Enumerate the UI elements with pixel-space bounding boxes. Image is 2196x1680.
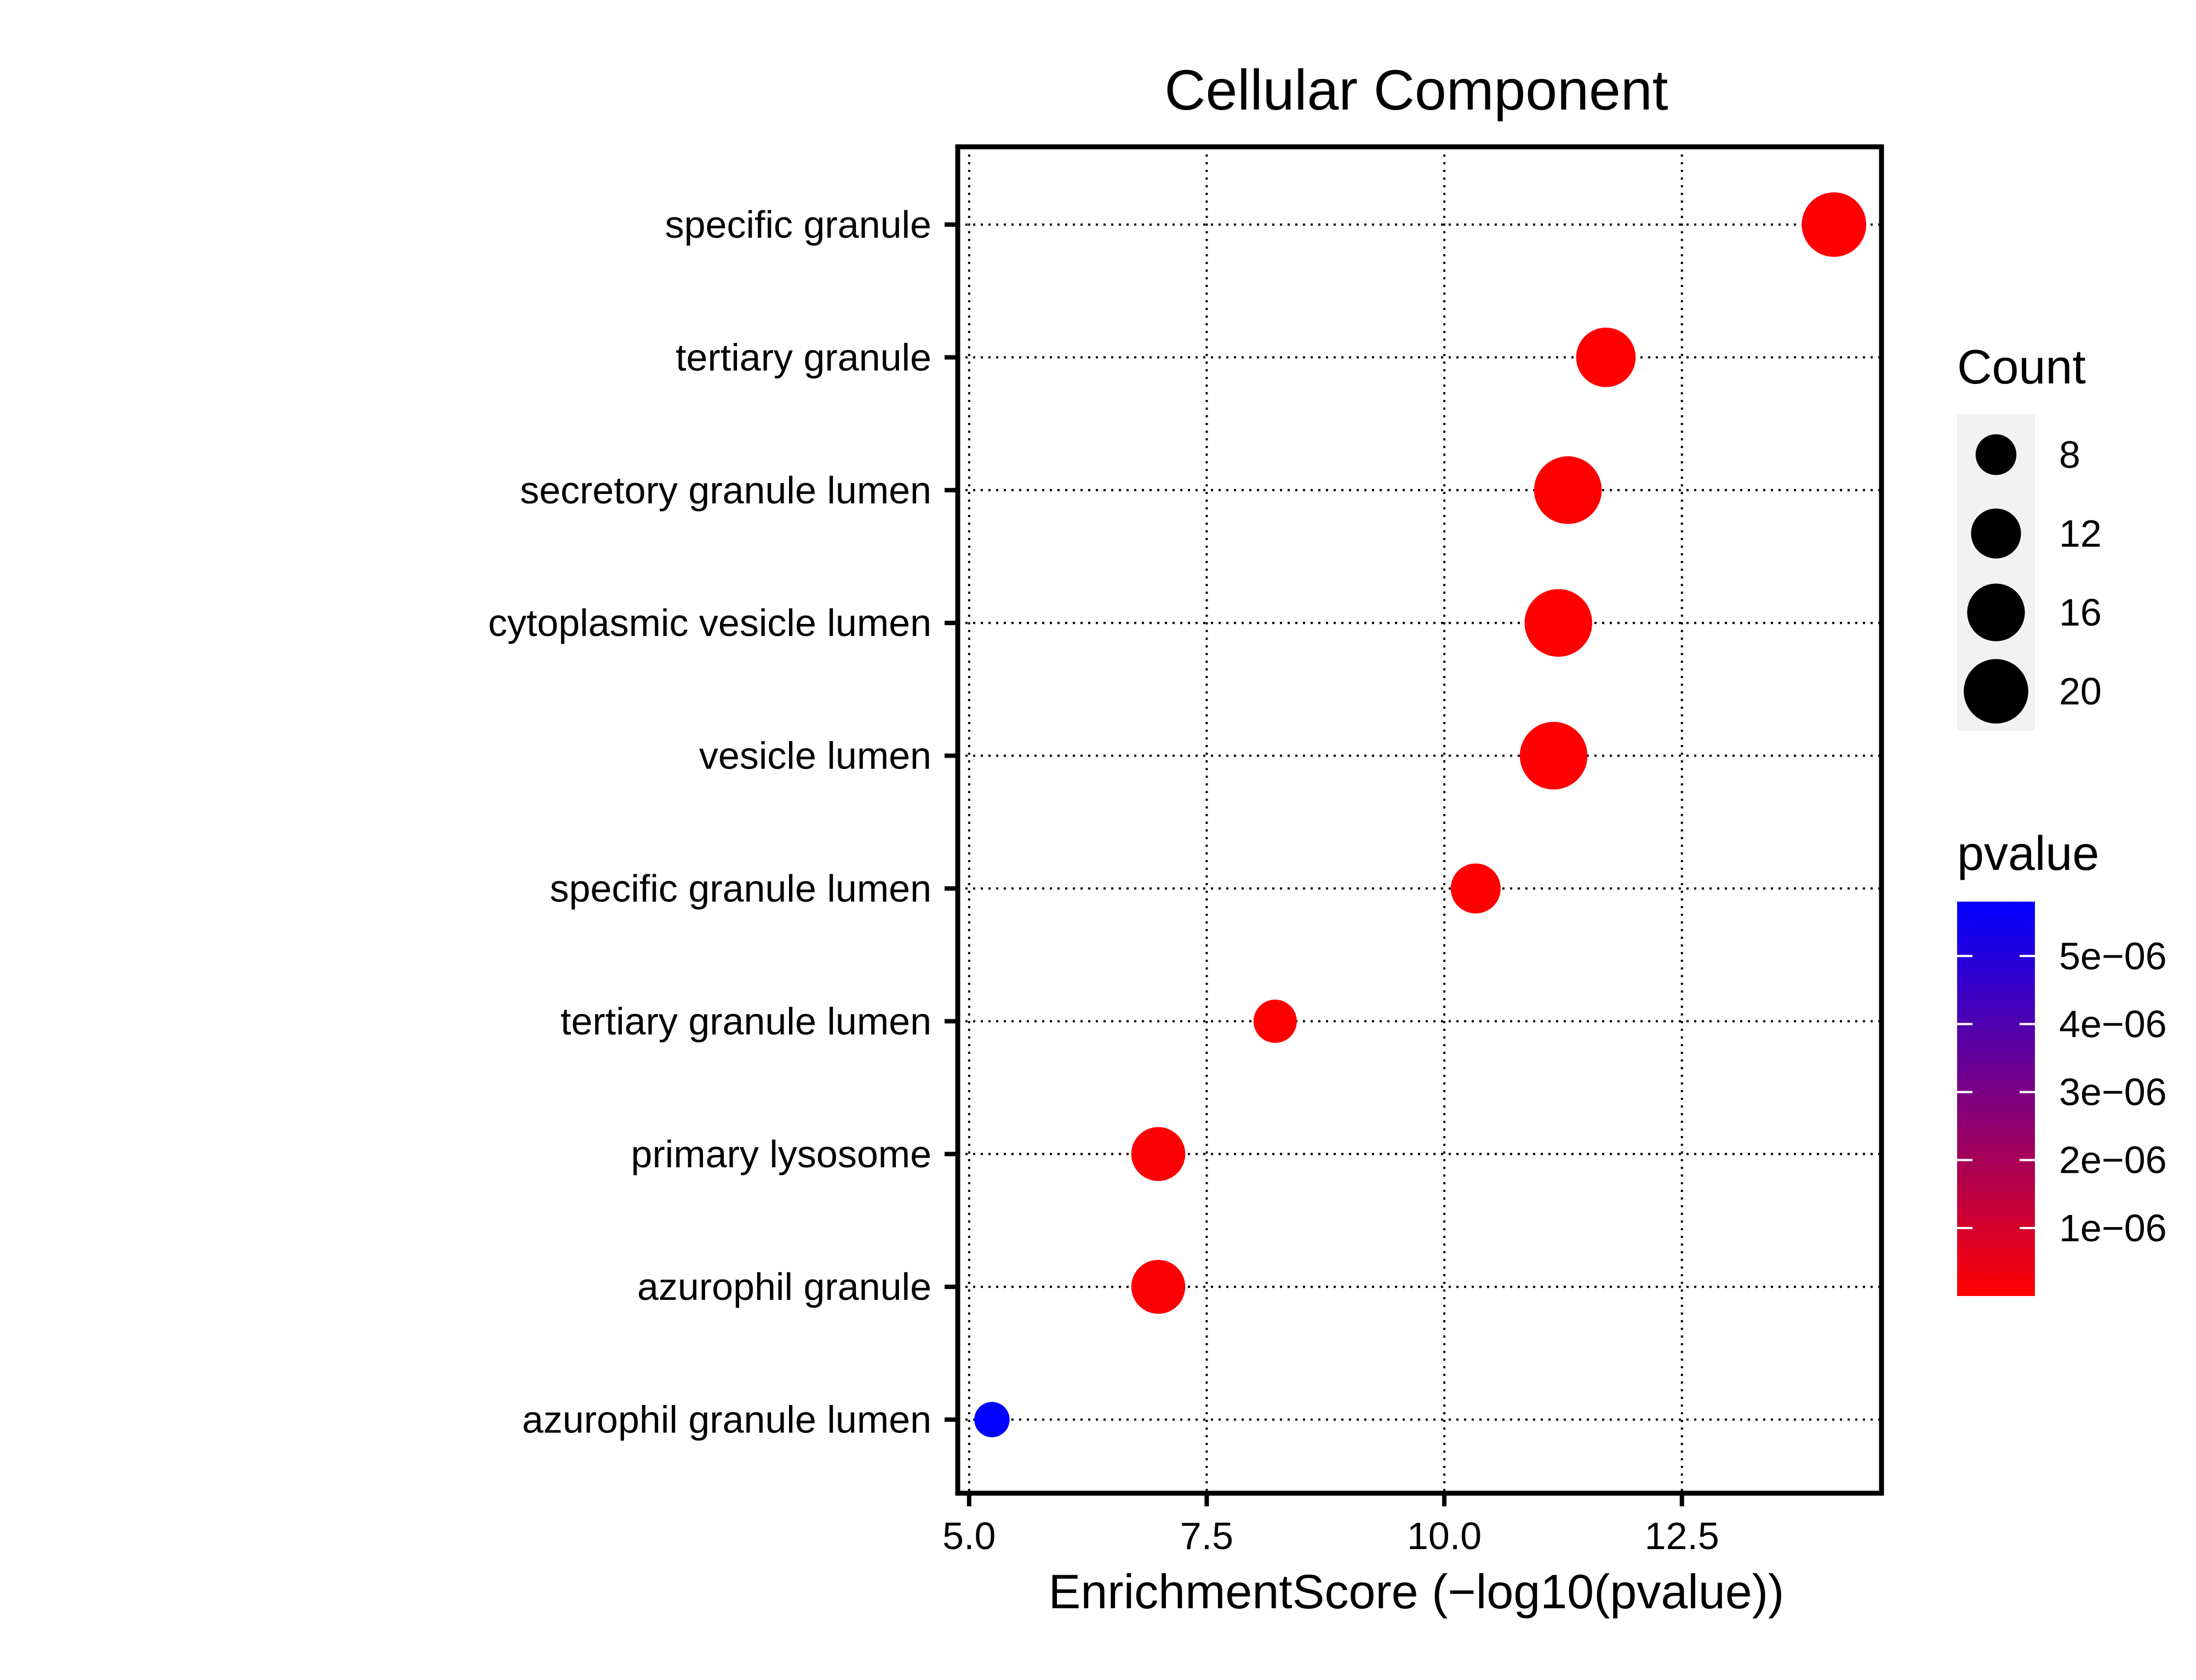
pvalue-legend-label: 2e−06	[2059, 1139, 2167, 1182]
pvalue-legend-title: pvalue	[1957, 826, 2099, 880]
data-point	[1253, 999, 1297, 1043]
pvalue-legend-label: 4e−06	[2059, 1002, 2167, 1045]
pvalue-legend: pvalue 5e−06 4e−06 3e−06 2e−06 1e−06	[1957, 826, 2167, 1296]
data-points	[974, 192, 1867, 1437]
data-point	[1450, 863, 1501, 914]
pvalue-legend-ticks: 5e−06 4e−06 3e−06 2e−06 1e−06	[1957, 934, 2167, 1249]
y-axis-ticks: specific granule tertiary granule secretor…	[488, 203, 958, 1441]
category-label: secretory granule lumen	[520, 469, 931, 512]
data-point	[1534, 456, 1602, 524]
count-legend-dot	[1975, 434, 2017, 475]
x-tick-label: 5.0	[942, 1515, 996, 1557]
category-label: tertiary granule	[676, 336, 931, 379]
x-tick-label: 12.5	[1645, 1515, 1719, 1557]
count-legend-keys: 8 12 16 20	[1964, 433, 2102, 724]
grid-lines	[958, 147, 1882, 1493]
data-point	[1131, 1127, 1186, 1182]
data-point	[1524, 589, 1592, 657]
category-label: primary lysosome	[631, 1133, 931, 1176]
count-legend-title: Count	[1957, 340, 2086, 394]
x-axis-ticks: 5.0 7.5 10.0 12.5	[942, 1493, 1719, 1557]
count-legend-label: 12	[2059, 512, 2102, 555]
category-label: specific granule lumen	[550, 867, 931, 910]
count-legend-label: 8	[2059, 433, 2080, 476]
x-axis-title: EnrichmentScore (−log10(pvalue))	[1049, 1564, 1785, 1619]
count-legend: Count 8 12 16 20	[1957, 340, 2102, 731]
count-legend-dot	[1964, 659, 2028, 724]
plot-panel	[955, 144, 1884, 1496]
category-label: azurophil granule	[637, 1265, 931, 1308]
pvalue-legend-label: 5e−06	[2059, 934, 2167, 977]
pvalue-legend-label: 3e−06	[2059, 1071, 2167, 1114]
category-label: specific granule	[665, 203, 931, 246]
count-legend-dot	[1971, 508, 2021, 559]
category-label: vesicle lumen	[699, 735, 931, 777]
count-legend-dot	[1967, 583, 2025, 641]
chart-title: Cellular Component	[1164, 59, 1668, 122]
data-point	[1576, 328, 1636, 387]
x-tick-label: 7.5	[1180, 1515, 1233, 1557]
data-point	[1519, 721, 1588, 790]
data-point	[1131, 1259, 1186, 1314]
category-label: cytoplasmic vesicle lumen	[488, 601, 931, 644]
category-label: tertiary granule lumen	[561, 1000, 931, 1042]
data-point	[974, 1402, 1010, 1437]
category-label: azurophil granule lumen	[522, 1398, 931, 1441]
count-legend-label: 20	[2059, 670, 2102, 713]
x-tick-label: 10.0	[1407, 1515, 1482, 1557]
pvalue-colorbar	[1957, 902, 2035, 1296]
count-legend-label: 16	[2059, 591, 2102, 634]
pvalue-legend-label: 1e−06	[2059, 1207, 2167, 1249]
data-point	[1802, 192, 1867, 257]
